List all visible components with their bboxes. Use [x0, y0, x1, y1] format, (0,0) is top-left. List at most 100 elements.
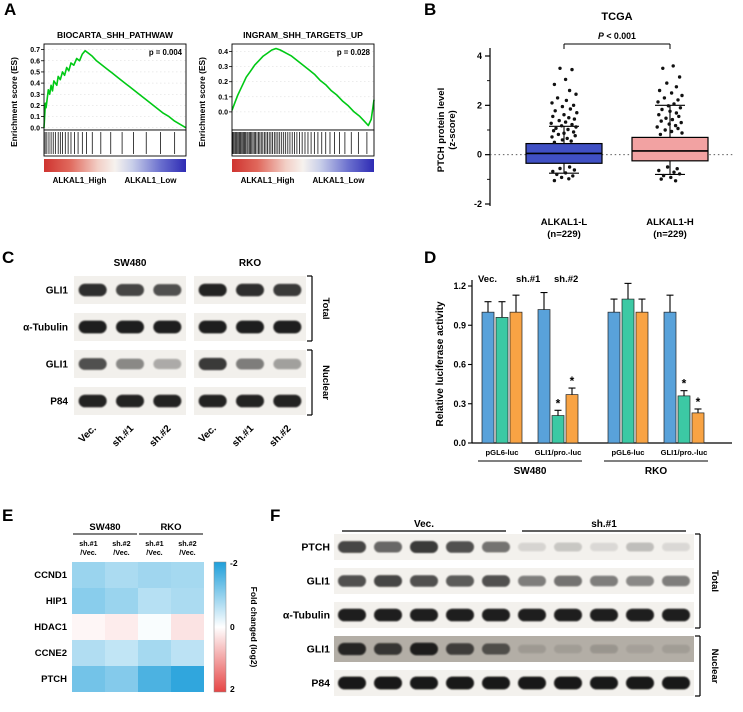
blot-band [198, 320, 227, 334]
enrichment-curve [231, 47, 375, 127]
data-point [567, 116, 571, 120]
protein-label: GLI1 [307, 644, 330, 656]
bar [635, 311, 649, 444]
bar [495, 317, 509, 444]
blot-band [518, 644, 546, 654]
blot-band [626, 542, 654, 552]
blot-band [116, 320, 144, 334]
heatmap-cell [72, 666, 105, 692]
data-point [571, 174, 575, 178]
blot-band [482, 676, 510, 690]
data-point [562, 113, 566, 117]
p-value: P < 0.001 [598, 31, 636, 41]
data-point [673, 123, 678, 128]
blot-band [518, 676, 546, 690]
bar [607, 311, 621, 444]
gsea-plot-biocarta: BIOCARTA_SHH_PATHWAW Enrichment score (ES… [9, 30, 187, 185]
construct-label: GLI1/pro.-luc [535, 448, 582, 457]
y-axis-label-2: (z-score) [447, 110, 458, 150]
data-point [677, 75, 682, 79]
heatmap-group-header: SW480 [89, 522, 120, 533]
panel-label-e: E [2, 506, 14, 525]
gsea-plot-ingram: INGRAM_SHH_TARGETS_UP Enrichment score (E… [197, 30, 375, 185]
colorbar-tick: 2 [230, 684, 235, 694]
data-point [674, 111, 679, 115]
heatmap-cell [72, 588, 105, 614]
significance-marker: * [682, 377, 687, 391]
data-point [564, 98, 569, 103]
p-value: p = 0.028 [337, 48, 371, 57]
data-point [668, 109, 672, 114]
data-point [574, 92, 578, 96]
condition-header: sh.#1 [591, 519, 617, 530]
blot-band [410, 575, 438, 587]
column-label: sh.#2 [112, 539, 130, 548]
data-point [555, 172, 559, 177]
data-point [551, 129, 556, 133]
heatmap-cell [138, 640, 171, 666]
data-point [552, 140, 557, 144]
data-point [570, 67, 574, 72]
data-point [553, 109, 557, 113]
data-point [565, 136, 569, 141]
y-tick-label: 1.2 [453, 281, 466, 291]
phenotype-gradient-bar [232, 159, 374, 172]
data-point [676, 126, 680, 131]
blot-band [662, 676, 690, 690]
data-point [657, 88, 662, 93]
legend-3: sh.#2 [554, 274, 578, 285]
blot-band [626, 676, 654, 690]
data-point [666, 104, 671, 108]
blot-band [590, 644, 618, 654]
data-point [574, 125, 578, 129]
column-label: sh.#1 [79, 539, 97, 548]
data-point [675, 167, 679, 171]
data-point [575, 111, 579, 115]
blot-band [78, 320, 107, 334]
y-tick-label: 0.2 [218, 79, 228, 86]
construct-label: GLI1/pro.-luc [661, 448, 708, 457]
y-tick-label: 0.4 [218, 49, 228, 56]
blot-band [153, 284, 182, 296]
blot-band [410, 642, 438, 656]
legend-2: sh.#1 [516, 274, 541, 285]
bar [565, 394, 579, 444]
box-ALKAL1-H [631, 136, 709, 162]
blot-band [338, 608, 366, 622]
gene-label: PTCH [41, 674, 67, 685]
blot-band [554, 575, 582, 587]
bar [537, 309, 551, 444]
blot-band [482, 575, 510, 587]
colorbar-tick: -2 [230, 558, 238, 568]
lane-label: Vec. [77, 423, 99, 445]
group-sublabel: (n=229) [653, 229, 687, 240]
protein-label: α-Tubulin [23, 323, 68, 334]
data-point [549, 121, 553, 126]
protein-label: P84 [311, 678, 330, 690]
blot-band [662, 608, 690, 622]
blot-band [198, 357, 227, 371]
blot-band [338, 575, 366, 587]
group-sublabel: (n=229) [547, 229, 581, 240]
data-point [658, 132, 663, 137]
panel-label-f: F [270, 506, 281, 525]
blot-band [662, 542, 690, 552]
heatmap-cell [72, 562, 105, 588]
heatmap-cell [105, 640, 138, 666]
bar [691, 412, 705, 444]
heatmap-cell [105, 614, 138, 640]
heatmap-cell [171, 562, 204, 588]
blot-band [273, 358, 302, 370]
lane-label: sh.#2 [148, 423, 174, 449]
y-tick-label: 0.0 [453, 438, 466, 448]
blot-band [626, 575, 654, 587]
blot-band [273, 283, 302, 297]
gsea-ylabel: Enrichment score (ES) [9, 57, 19, 147]
data-point [670, 117, 675, 122]
construct-label: pGL6-luc [486, 448, 519, 457]
blot-band [116, 394, 144, 408]
colorbar-tick: 0 [230, 622, 235, 632]
panel-label-c: C [2, 248, 15, 267]
bar [481, 311, 495, 444]
